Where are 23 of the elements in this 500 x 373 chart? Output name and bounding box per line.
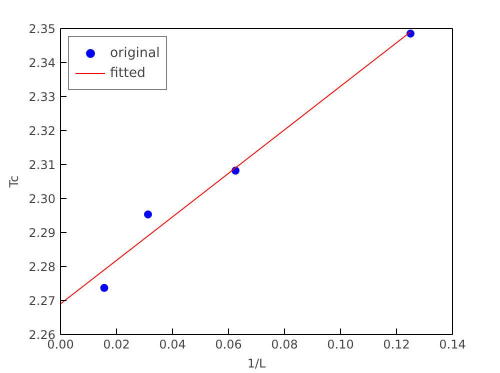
legend-label: fitted [110, 66, 146, 80]
y-tick-label: 2.35 [28, 22, 56, 36]
x-tick-label: 0.08 [271, 338, 298, 352]
x-axis-title: 1/L [247, 356, 266, 370]
point [144, 210, 152, 218]
x-tick-label: 0.10 [327, 338, 354, 352]
point [100, 284, 108, 292]
x-tick-label: 0.00 [47, 338, 74, 352]
x-tick-label: 0.06 [215, 338, 242, 352]
x-tick-label: 0.02 [103, 338, 130, 352]
x-tick-label: 0.14 [439, 338, 466, 352]
y-tick-label: 2.29 [28, 226, 56, 240]
y-tick-label: 2.30 [28, 192, 56, 206]
legend-label: original [110, 46, 160, 60]
y-tick-label: 2.27 [28, 294, 56, 308]
y-tick-label: 2.33 [28, 90, 56, 104]
y-tick-label: 2.32 [28, 124, 56, 138]
x-tick-label: 0.04 [159, 338, 186, 352]
y-axis-title: Tc [6, 176, 21, 188]
y-tick-label: 2.31 [28, 158, 56, 172]
y-tick-label: 2.34 [28, 56, 56, 70]
x-tick-label: 0.12 [383, 338, 410, 352]
y-tick-label: 2.28 [28, 260, 56, 274]
